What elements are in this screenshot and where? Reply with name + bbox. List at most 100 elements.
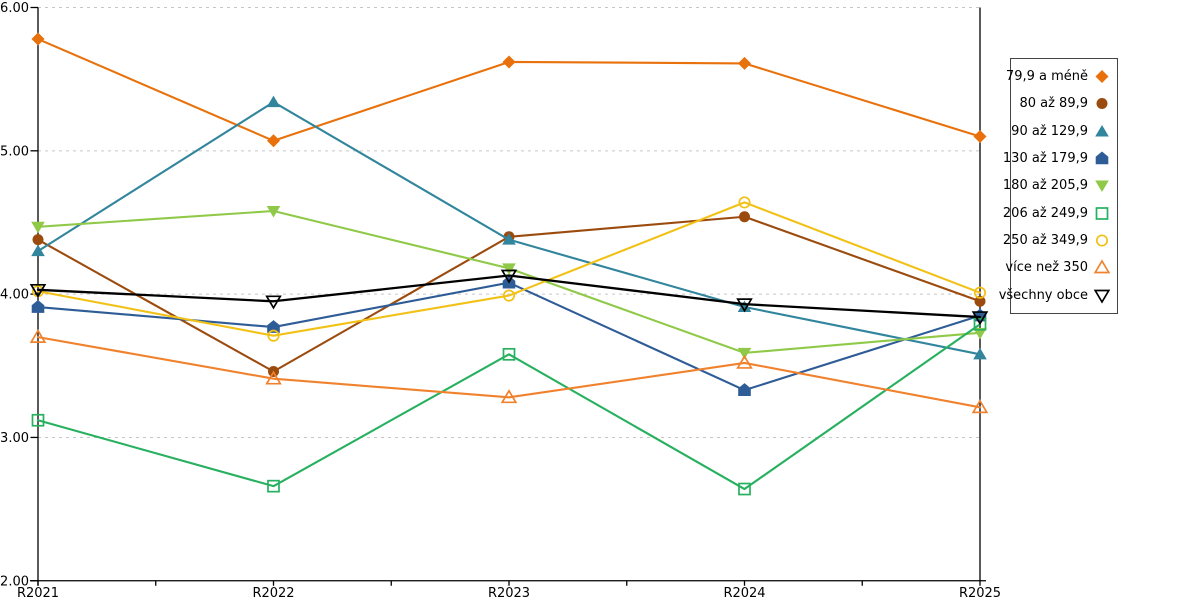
x-tick-label: R2021 bbox=[17, 586, 59, 600]
legend-item-8: více než 350 bbox=[1005, 255, 1111, 281]
y-tick-label: 3.00 bbox=[0, 431, 29, 446]
legend-item-9: všechny obce bbox=[999, 282, 1111, 308]
marker-triangle-up-R2024 bbox=[736, 354, 753, 369]
series-v-ce-ne-350 bbox=[29, 328, 989, 414]
legend-label: 206 až 249,9 bbox=[1002, 205, 1088, 221]
legend: 79,9 a méně 80 až 89,9 90 až 129,9 130 až 1… bbox=[999, 58, 1118, 314]
series-line bbox=[36, 201, 982, 337]
gridlines bbox=[38, 7, 980, 438]
marker-diamond-R2025 bbox=[973, 129, 987, 143]
legend-label: 250 až 349,9 bbox=[1002, 233, 1088, 249]
marker-diamond-R2022 bbox=[267, 134, 280, 148]
marker-pentagon-R2022 bbox=[267, 320, 280, 333]
marker-square-R2023 bbox=[502, 347, 516, 361]
marker-triangle-down-R2022 bbox=[266, 206, 281, 218]
legend-label: 79,9 a méně bbox=[1005, 69, 1088, 85]
marker-diamond-R2024 bbox=[738, 56, 751, 70]
legend-marker-shape bbox=[1095, 180, 1109, 193]
x-tick-label: R2023 bbox=[488, 586, 530, 600]
marker-square-R2025 bbox=[973, 317, 987, 331]
y-tick-label: 6.00 bbox=[0, 1, 29, 16]
legend-label: 130 až 179,9 bbox=[1002, 151, 1088, 167]
marker-square-R2024 bbox=[738, 482, 751, 496]
marker-triangle-up-R2022 bbox=[265, 370, 282, 385]
legend-marker-shape bbox=[1093, 259, 1111, 274]
marker-triangle-down-R2025 bbox=[971, 311, 989, 326]
square-icon bbox=[1095, 206, 1109, 220]
marker-triangle-up-R2023 bbox=[500, 389, 518, 404]
triangle-up-icon bbox=[1093, 259, 1111, 274]
marker-pentagon-R2021 bbox=[31, 300, 45, 313]
triangle-up-icon bbox=[1095, 124, 1109, 137]
legend-marker-shape bbox=[1095, 234, 1109, 247]
series-line bbox=[36, 281, 982, 392]
legend-label: více než 350 bbox=[1005, 260, 1088, 276]
marker-triangle-down-R2023 bbox=[500, 269, 518, 284]
legend-marker-shape bbox=[1095, 124, 1109, 137]
marker-circle-R2025 bbox=[973, 286, 987, 299]
marker-triangle-up-R2021 bbox=[29, 328, 47, 343]
diamond-icon bbox=[1095, 70, 1109, 84]
legend-marker-shape bbox=[1095, 151, 1109, 165]
marker-triangle-up-R2023 bbox=[502, 233, 516, 245]
legend-marker-shape bbox=[1093, 289, 1111, 304]
marker-triangle-down-R2024 bbox=[736, 298, 753, 313]
legend-item-1: 79,9 a méně bbox=[1006, 64, 1111, 90]
marker-triangle-up-R2024 bbox=[737, 300, 752, 313]
marker-circle-R2022 bbox=[267, 329, 280, 342]
marker-circle-R2021 bbox=[32, 234, 44, 246]
series-line bbox=[36, 101, 982, 356]
legend-item-3: 90 až 129,9 bbox=[1011, 118, 1111, 144]
legend-marker-shape bbox=[1096, 98, 1108, 110]
marker-pentagon-R2024 bbox=[738, 383, 751, 396]
triangle-down-icon bbox=[1093, 289, 1111, 304]
marker-triangle-up-R2025 bbox=[973, 347, 987, 360]
y-tick-label: 2.00 bbox=[0, 574, 29, 589]
marker-triangle-down-R2021 bbox=[31, 221, 45, 234]
legend-label: všechny obce bbox=[998, 287, 1088, 303]
marker-circle-R2025 bbox=[974, 295, 986, 307]
circle-icon bbox=[1095, 234, 1109, 247]
marker-diamond-R2021 bbox=[31, 32, 45, 46]
legend-label: 80 až 89,9 bbox=[1019, 96, 1088, 112]
legend-marker-shape bbox=[1095, 206, 1109, 220]
series-line bbox=[36, 37, 982, 142]
pentagon-icon bbox=[1095, 151, 1109, 165]
marker-triangle-up-R2022 bbox=[266, 95, 281, 108]
series-line bbox=[36, 274, 982, 319]
x-tick-label: R2022 bbox=[252, 586, 294, 600]
series-line bbox=[36, 323, 982, 491]
legend-item-4: 130 až 179,9 bbox=[1003, 146, 1111, 172]
triangle-down-icon bbox=[1095, 180, 1109, 193]
marker-diamond-R2023 bbox=[502, 55, 516, 69]
circle-icon bbox=[1096, 98, 1108, 110]
legend-label: 180 až 205,9 bbox=[1002, 178, 1088, 194]
marker-triangle-up-R2025 bbox=[971, 399, 989, 414]
series-206-a-249-9 bbox=[31, 317, 987, 496]
legend-item-5: 180 až 205,9 bbox=[1003, 173, 1111, 199]
marker-triangle-down-R2022 bbox=[265, 295, 282, 310]
y-tick-label: 4.00 bbox=[0, 288, 29, 303]
series-90-a-129-9 bbox=[31, 95, 987, 360]
legend-marker-shape bbox=[1095, 70, 1109, 84]
marker-triangle-down-R2025 bbox=[973, 327, 987, 340]
y-tick-label: 5.00 bbox=[0, 144, 29, 159]
series-v-echny-obce bbox=[29, 269, 989, 326]
marker-square-R2021 bbox=[31, 413, 45, 427]
marker-square-R2022 bbox=[267, 479, 280, 493]
marker-circle-R2024 bbox=[739, 211, 750, 223]
legend-item-7: 250 až 349,9 bbox=[1003, 228, 1111, 254]
legend-item-2: 80 až 89,9 bbox=[1013, 91, 1111, 117]
x-tick-label: R2024 bbox=[723, 586, 765, 600]
marker-triangle-up-R2021 bbox=[31, 244, 45, 257]
marker-circle-R2023 bbox=[502, 289, 516, 302]
series-79-9-a-m-n- bbox=[31, 32, 987, 148]
marker-triangle-down-R2021 bbox=[29, 283, 47, 298]
series-line bbox=[36, 336, 982, 409]
legend-label: 90 až 129,9 bbox=[1011, 123, 1088, 139]
marker-triangle-down-R2023 bbox=[502, 263, 516, 275]
marker-circle-R2024 bbox=[738, 196, 751, 209]
